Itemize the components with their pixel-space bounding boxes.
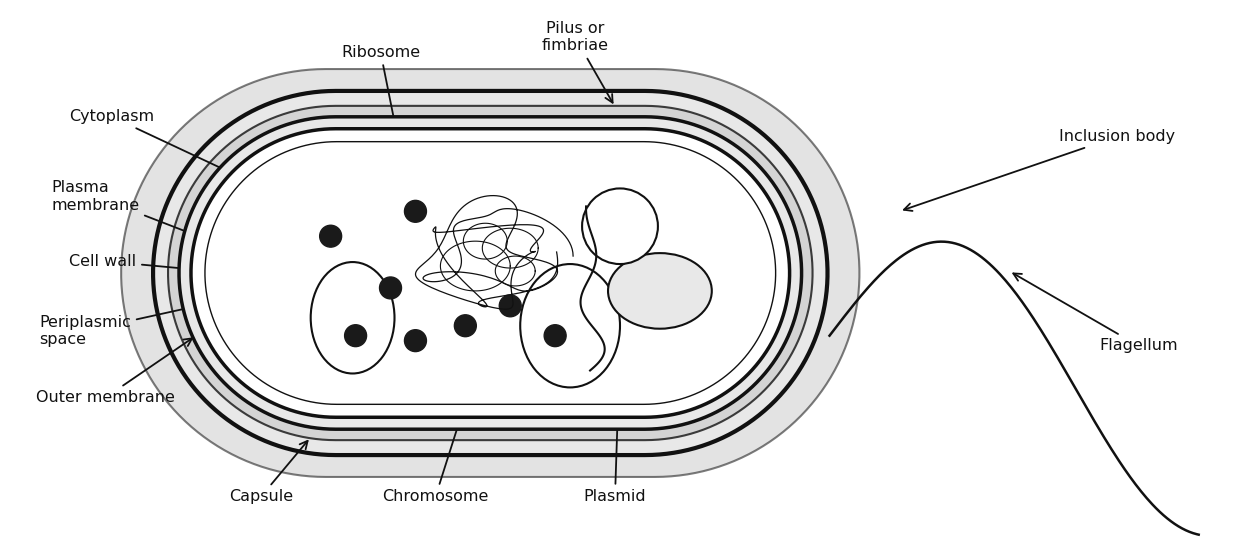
- Text: Plasma
membrane: Plasma membrane: [51, 180, 207, 240]
- Ellipse shape: [608, 253, 712, 329]
- Text: Flagellum: Flagellum: [1013, 274, 1177, 353]
- Circle shape: [319, 225, 342, 247]
- Text: Cell wall: Cell wall: [69, 253, 207, 274]
- Circle shape: [380, 277, 401, 299]
- PathPatch shape: [168, 106, 812, 440]
- PathPatch shape: [121, 69, 859, 477]
- Text: Outer membrane: Outer membrane: [36, 339, 192, 405]
- PathPatch shape: [180, 117, 801, 429]
- PathPatch shape: [206, 141, 776, 405]
- PathPatch shape: [154, 91, 827, 455]
- Text: Cytoplasm: Cytoplasm: [69, 109, 266, 189]
- Circle shape: [405, 330, 426, 352]
- Text: Pilus or
fimbriae: Pilus or fimbriae: [541, 21, 613, 103]
- Circle shape: [454, 315, 477, 337]
- Circle shape: [582, 188, 657, 264]
- Circle shape: [405, 200, 426, 222]
- Circle shape: [545, 325, 566, 347]
- Text: Inclusion body: Inclusion body: [904, 129, 1175, 211]
- Text: Periplasmic
space: Periplasmic space: [40, 305, 193, 347]
- PathPatch shape: [191, 129, 790, 417]
- Text: Ribosome: Ribosome: [340, 45, 420, 147]
- Text: Plasmid: Plasmid: [583, 351, 646, 505]
- Circle shape: [499, 295, 521, 317]
- Ellipse shape: [520, 264, 620, 388]
- Ellipse shape: [311, 262, 395, 373]
- Text: Capsule: Capsule: [229, 441, 307, 505]
- Circle shape: [344, 325, 366, 347]
- Text: Chromosome: Chromosome: [383, 339, 489, 505]
